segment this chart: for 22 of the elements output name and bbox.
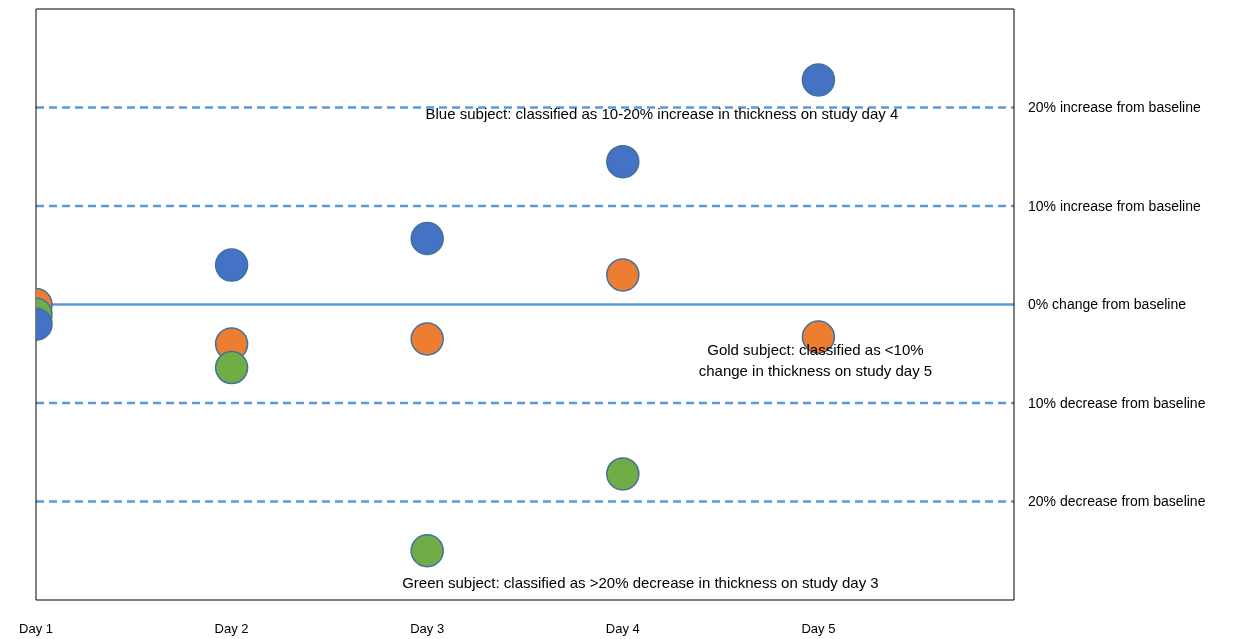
x-tick-label: Day 4: [605, 621, 640, 637]
annotation: Blue subject: classified as 10-20% increase in thickness on study day 4: [425, 104, 899, 122]
point: [606, 144, 640, 179]
point: [410, 221, 444, 256]
x-tick-label: Day 1: [19, 621, 53, 637]
annotation: Green subject: classified as >20% decrease in thickness on study day 3: [402, 573, 879, 591]
x-tick-label: Day 3: [410, 621, 445, 637]
x-tick-label: Day 5: [801, 621, 836, 637]
point: [214, 350, 249, 385]
ref-line-label: 10% decrease from baseline: [1028, 394, 1206, 411]
ref-line-label: 20% increase from baseline: [1028, 99, 1201, 116]
annotation: Gold subject: classified as <10% change in thickness on study day 5: [698, 341, 933, 380]
ref-line-label: 0% change from baseline: [1028, 296, 1187, 313]
ref-line-label: 10% increase from baseline: [1028, 197, 1201, 214]
point: [606, 457, 640, 491]
point: [410, 534, 444, 568]
point: [410, 322, 444, 356]
ref-line-label: 20% decrease from baseline: [1028, 493, 1206, 510]
point: [801, 63, 836, 97]
point: [214, 248, 249, 282]
point: [606, 258, 640, 292]
x-tick-label: Day 2: [214, 621, 249, 637]
